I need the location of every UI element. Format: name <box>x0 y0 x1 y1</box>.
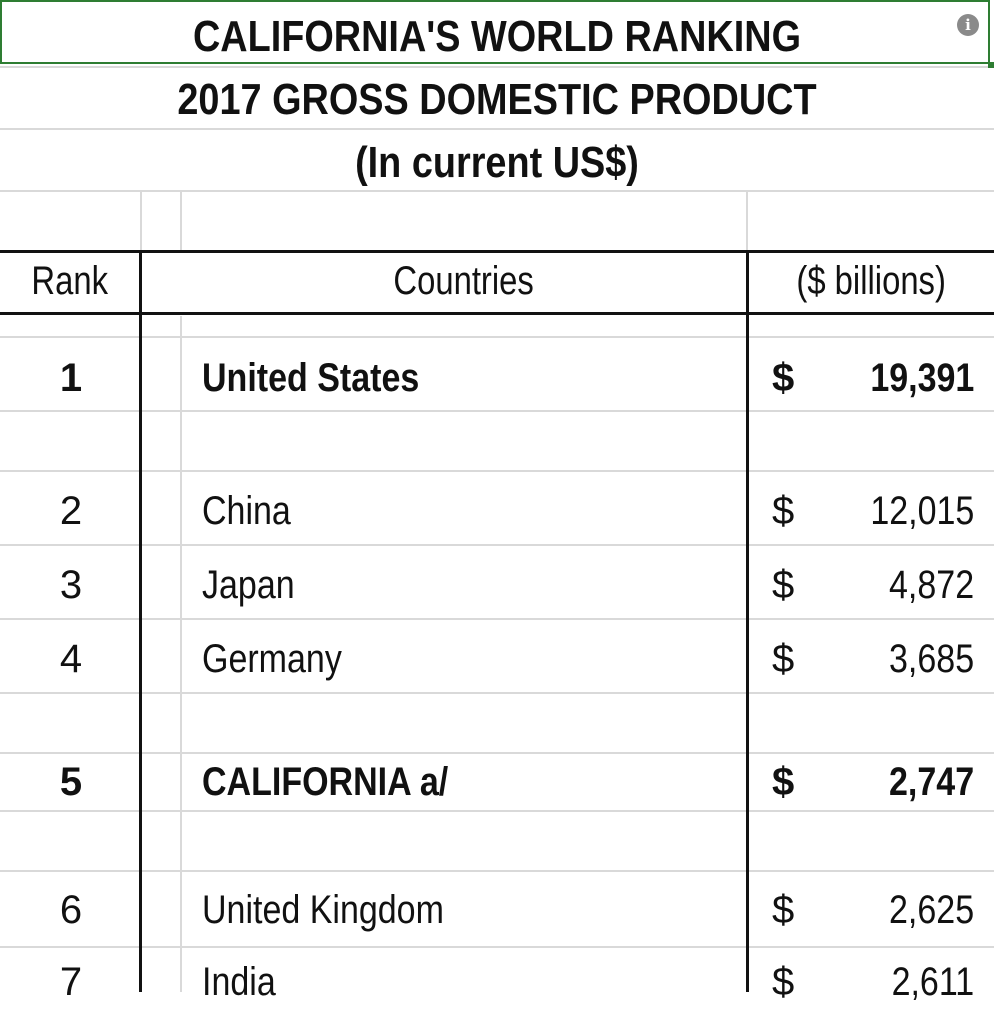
rank-cell: 7 <box>59 960 83 1004</box>
country-cell: CALIFORNIA a/ <box>202 760 449 804</box>
gridline <box>0 410 994 412</box>
gridline <box>0 544 994 546</box>
gridline <box>180 316 182 992</box>
gridline <box>0 692 994 694</box>
currency-cell: $ <box>772 489 795 533</box>
value-cell: 3,685 <box>888 637 974 681</box>
rank-column-border <box>139 250 142 992</box>
country-cell: Germany <box>202 637 342 681</box>
currency-cell: $ <box>772 960 795 1004</box>
header-countries: Countries <box>393 259 535 303</box>
value-cell: 2,611 <box>891 960 974 1004</box>
gridline <box>0 66 994 68</box>
rank-cell: 6 <box>59 888 83 932</box>
currency-cell: $ <box>772 888 795 932</box>
header-unit: ($ billions) <box>796 259 947 303</box>
rank-cell: 4 <box>59 637 83 681</box>
rank-cell: 2 <box>59 489 83 533</box>
header-top-border <box>0 250 994 253</box>
value-cell: 19,391 <box>870 356 974 400</box>
header-bottom-border <box>0 312 994 315</box>
gridline <box>0 128 994 130</box>
gridline <box>0 336 994 338</box>
value-cell: 2,625 <box>888 888 974 932</box>
gridline <box>0 190 994 192</box>
gridline <box>0 618 994 620</box>
table-row[interactable]: 5 CALIFORNIA a/ $ 2,747 <box>0 752 994 812</box>
country-cell: China <box>202 489 291 533</box>
rank-cell: 3 <box>59 563 83 607</box>
table-row[interactable]: 6 United Kingdom $ 2,625 <box>0 880 994 940</box>
country-cell: India <box>202 960 276 1004</box>
table-row[interactable]: 7 India $ 2,611 <box>0 952 994 1012</box>
title-line-3: (In current US$) <box>355 138 639 187</box>
currency-cell: $ <box>772 356 795 400</box>
gridline <box>0 810 994 812</box>
value-cell: 4,872 <box>888 563 974 607</box>
info-icon[interactable]: i <box>957 14 979 36</box>
table-row[interactable]: 1 United States $ 19,391 <box>0 348 994 408</box>
value-column-border <box>746 250 749 992</box>
country-cell: United States <box>202 356 420 400</box>
selected-cell[interactable] <box>0 0 990 64</box>
currency-cell: $ <box>772 637 795 681</box>
gridline <box>746 192 748 250</box>
table-row[interactable]: 4 Germany $ 3,685 <box>0 629 994 689</box>
value-cell: 12,015 <box>870 489 974 533</box>
gridline <box>0 946 994 948</box>
currency-cell: $ <box>772 760 795 804</box>
gridline <box>180 192 182 250</box>
gridline <box>0 870 994 872</box>
country-cell: United Kingdom <box>202 888 444 932</box>
table-row[interactable]: 2 China $ 12,015 <box>0 481 994 541</box>
gridline <box>140 192 142 250</box>
rank-cell: 1 <box>59 356 83 400</box>
title-line-2: 2017 GROSS DOMESTIC PRODUCT <box>177 75 817 124</box>
gridline <box>0 752 994 754</box>
value-cell: 2,747 <box>888 760 974 804</box>
currency-cell: $ <box>772 563 795 607</box>
fill-handle[interactable] <box>988 62 994 68</box>
rank-cell: 5 <box>59 760 83 804</box>
table-row[interactable]: 3 Japan $ 4,872 <box>0 555 994 615</box>
title-line-1: CALIFORNIA'S WORLD RANKING <box>192 12 802 61</box>
gridline <box>0 470 994 472</box>
country-cell: Japan <box>202 563 295 607</box>
header-rank: Rank <box>31 259 109 303</box>
